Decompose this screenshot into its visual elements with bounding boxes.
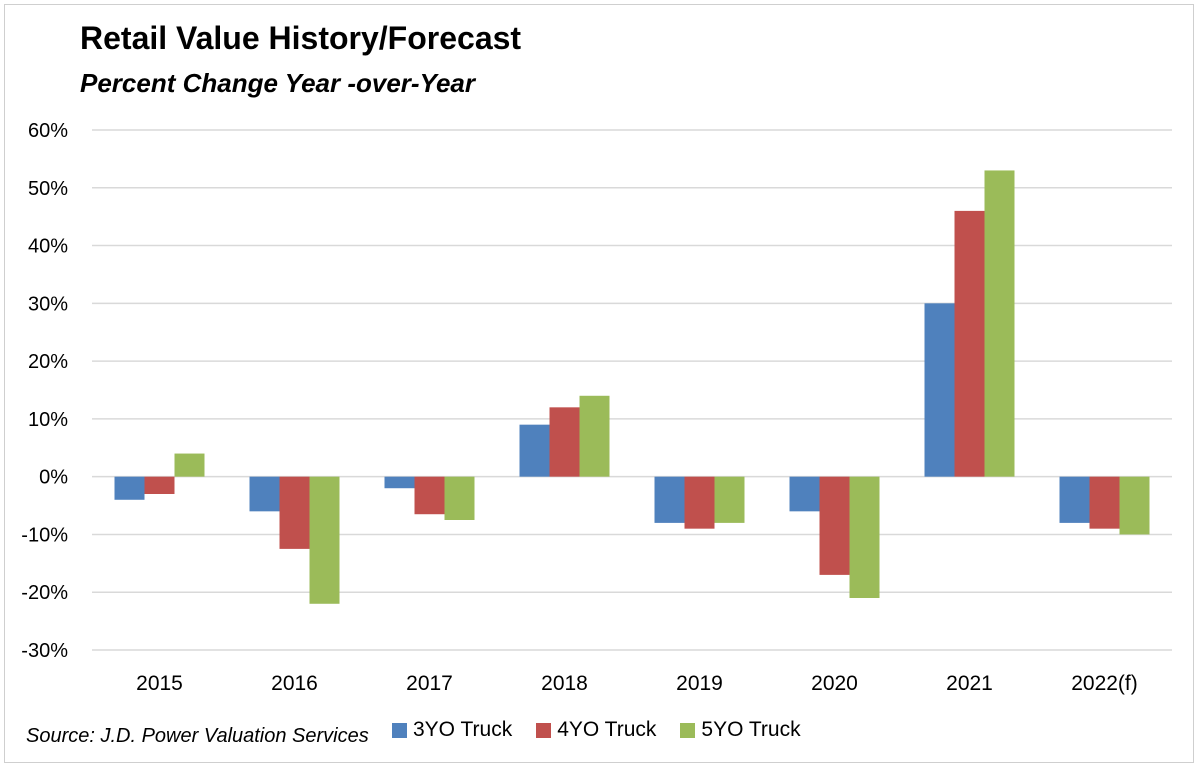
x-axis-tick-labels: 2015 2016 2017 2018 2019 2020 2021 2022(f) bbox=[136, 672, 1138, 695]
y-tick-label: -30% bbox=[21, 640, 68, 662]
x-tick-label: 2015 bbox=[136, 672, 183, 695]
legend-swatch-4yo bbox=[536, 722, 552, 738]
bar-5yo-2017 bbox=[444, 476, 475, 520]
y-tick-label: 20% bbox=[28, 351, 68, 373]
bar-5yo-2022f bbox=[1119, 476, 1150, 535]
legend-item-5yo: 5YO Truck bbox=[680, 718, 801, 742]
bar-3yo-2020 bbox=[789, 476, 820, 512]
bar-4yo-2016 bbox=[279, 476, 310, 549]
x-tick-label: 2019 bbox=[676, 672, 723, 695]
x-tick-label: 2018 bbox=[541, 672, 588, 695]
x-tick-label: 2021 bbox=[946, 672, 993, 695]
x-tick-label: 2016 bbox=[271, 672, 318, 695]
y-tick-label: 60% bbox=[28, 120, 68, 142]
y-tick-label: 50% bbox=[28, 178, 68, 200]
legend: 3YO Truck 4YO Truck 5YO Truck bbox=[392, 718, 801, 742]
bar-4yo-2020 bbox=[819, 476, 850, 575]
legend-swatch-5yo bbox=[680, 722, 696, 738]
bar-5yo-2021 bbox=[984, 170, 1015, 477]
legend-label-4yo: 4YO Truck bbox=[557, 718, 657, 741]
chart-subtitle: Percent Change Year -over-Year bbox=[80, 68, 475, 98]
legend-swatch-3yo bbox=[392, 722, 407, 738]
x-tick-label: 2022(f) bbox=[1071, 672, 1138, 695]
bar-3yo-2015 bbox=[114, 476, 145, 500]
bar-5yo-2016 bbox=[309, 476, 340, 604]
bar-4yo-2018 bbox=[549, 407, 580, 477]
y-tick-label: 0% bbox=[39, 467, 68, 489]
bar-3yo-2022f bbox=[1059, 476, 1090, 523]
bar-3yo-2018 bbox=[519, 424, 550, 477]
bar-3yo-2021 bbox=[924, 303, 955, 477]
legend-item-4yo: 4YO Truck bbox=[536, 718, 656, 742]
bar-5yo-2015 bbox=[174, 453, 205, 477]
y-tick-label: -20% bbox=[21, 582, 68, 604]
chart-title: Retail Value History/Forecast bbox=[80, 20, 522, 56]
bar-3yo-2017 bbox=[384, 476, 415, 489]
bar-4yo-2015 bbox=[144, 476, 175, 494]
source-note: Source: J.D. Power Valuation Services bbox=[26, 725, 369, 747]
legend-label-3yo: 3YO Truck bbox=[413, 718, 513, 741]
x-tick-label: 2020 bbox=[811, 672, 858, 695]
y-axis-tick-labels: 60% 50% 40% 30% 20% 10% 0% -10% -20% -30% bbox=[21, 120, 68, 662]
legend-item-3yo: 3YO Truck bbox=[392, 718, 512, 742]
y-tick-label: 30% bbox=[28, 293, 68, 315]
bars bbox=[114, 170, 1150, 604]
bar-5yo-2020 bbox=[849, 476, 880, 598]
y-tick-label: 40% bbox=[28, 236, 68, 258]
bar-3yo-2016 bbox=[249, 476, 280, 512]
legend-label-5yo: 5YO Truck bbox=[701, 718, 801, 741]
bar-4yo-2019 bbox=[684, 476, 715, 529]
x-tick-label: 2017 bbox=[406, 672, 453, 695]
bar-4yo-2017 bbox=[414, 476, 445, 515]
y-tick-label: 10% bbox=[28, 409, 68, 431]
bar-4yo-2021 bbox=[954, 210, 985, 477]
y-tick-label: -10% bbox=[21, 524, 68, 546]
bar-5yo-2019 bbox=[714, 476, 745, 523]
bar-5yo-2018 bbox=[579, 395, 610, 477]
bar-3yo-2019 bbox=[654, 476, 685, 523]
bar-4yo-2022f bbox=[1089, 476, 1120, 529]
